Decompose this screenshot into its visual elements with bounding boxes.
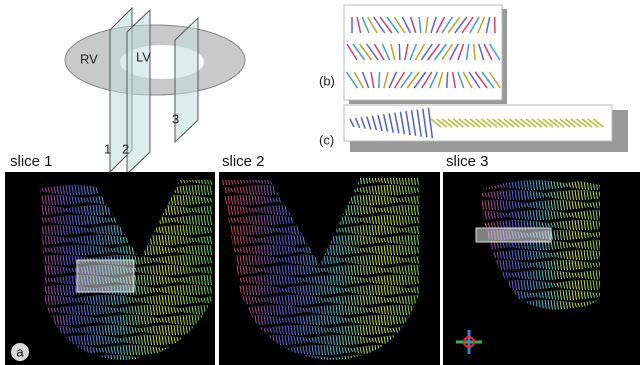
lv-label: LV bbox=[136, 49, 151, 64]
panel-a-label: a bbox=[16, 344, 24, 359]
highlight-box bbox=[476, 228, 551, 242]
highlight-box bbox=[77, 260, 134, 292]
slice-panel bbox=[443, 172, 640, 365]
panel-c-label: (c) bbox=[319, 132, 334, 147]
panel-b-label: (b) bbox=[319, 73, 335, 88]
fiber-glyph bbox=[379, 72, 380, 88]
slice-title: slice 2 bbox=[222, 153, 265, 170]
page: {"figure": { "heart": {"rv": "RV", "lv":… bbox=[0, 0, 640, 365]
heart-illustration: RV LV 1 2 3 bbox=[65, 8, 245, 174]
slice-title: slice 3 bbox=[446, 153, 489, 170]
plane-label: 1 bbox=[104, 141, 111, 156]
slice-title: slice 1 bbox=[10, 153, 53, 170]
fiber-glyph bbox=[447, 72, 448, 88]
plane-label: 2 bbox=[122, 141, 129, 156]
plane-label: 3 bbox=[172, 111, 179, 126]
rv-label: RV bbox=[80, 51, 98, 66]
panel-c bbox=[344, 105, 612, 141]
figure: RV LV 1 2 3 (b) (c) slice 1 slice 2 slic… bbox=[0, 0, 640, 365]
plane bbox=[127, 10, 150, 174]
